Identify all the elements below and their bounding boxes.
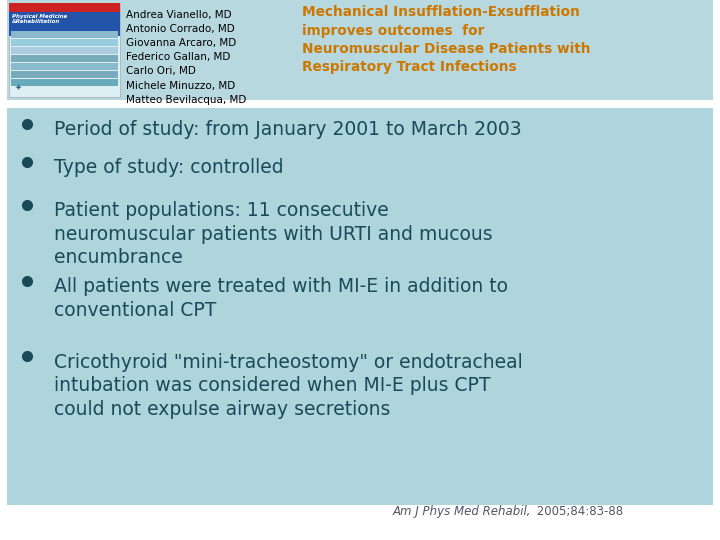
FancyBboxPatch shape	[7, 0, 713, 100]
FancyBboxPatch shape	[11, 79, 118, 86]
FancyBboxPatch shape	[9, 3, 120, 12]
FancyBboxPatch shape	[11, 31, 118, 38]
Text: All patients were treated with MI-E in addition to
conventional CPT: All patients were treated with MI-E in a…	[54, 277, 508, 320]
FancyBboxPatch shape	[11, 55, 118, 62]
FancyBboxPatch shape	[7, 108, 713, 505]
Text: Type of study: controlled: Type of study: controlled	[54, 158, 284, 177]
FancyBboxPatch shape	[11, 47, 118, 54]
FancyBboxPatch shape	[9, 12, 120, 36]
FancyBboxPatch shape	[11, 39, 118, 46]
Text: Am J Phys Med Rehabil,: Am J Phys Med Rehabil,	[392, 505, 531, 518]
Text: Andrea Vianello, MD
Antonio Corrado, MD
Giovanna Arcaro, MD
Federico Gallan, MD
: Andrea Vianello, MD Antonio Corrado, MD …	[126, 10, 246, 105]
FancyBboxPatch shape	[11, 63, 118, 70]
Text: Period of study: from January 2001 to March 2003: Period of study: from January 2001 to Ma…	[54, 120, 521, 139]
FancyBboxPatch shape	[11, 71, 118, 78]
Text: 2005;84:83-88: 2005;84:83-88	[533, 505, 623, 518]
FancyBboxPatch shape	[9, 3, 120, 97]
Text: Cricothyroid "mini-tracheostomy" or endotracheal
intubation was considered when : Cricothyroid "mini-tracheostomy" or endo…	[54, 353, 523, 418]
Text: Physical Medicine
&Rehabilitation: Physical Medicine &Rehabilitation	[12, 14, 68, 24]
Text: Patient populations: 11 consecutive
neuromuscular patients with URTI and mucous
: Patient populations: 11 consecutive neur…	[54, 201, 492, 267]
Text: ✦: ✦	[14, 83, 22, 92]
Text: Mechanical Insufflation-Exsufflation
improves outcomes  for
Neuromuscular Diseas: Mechanical Insufflation-Exsufflation imp…	[302, 5, 591, 74]
